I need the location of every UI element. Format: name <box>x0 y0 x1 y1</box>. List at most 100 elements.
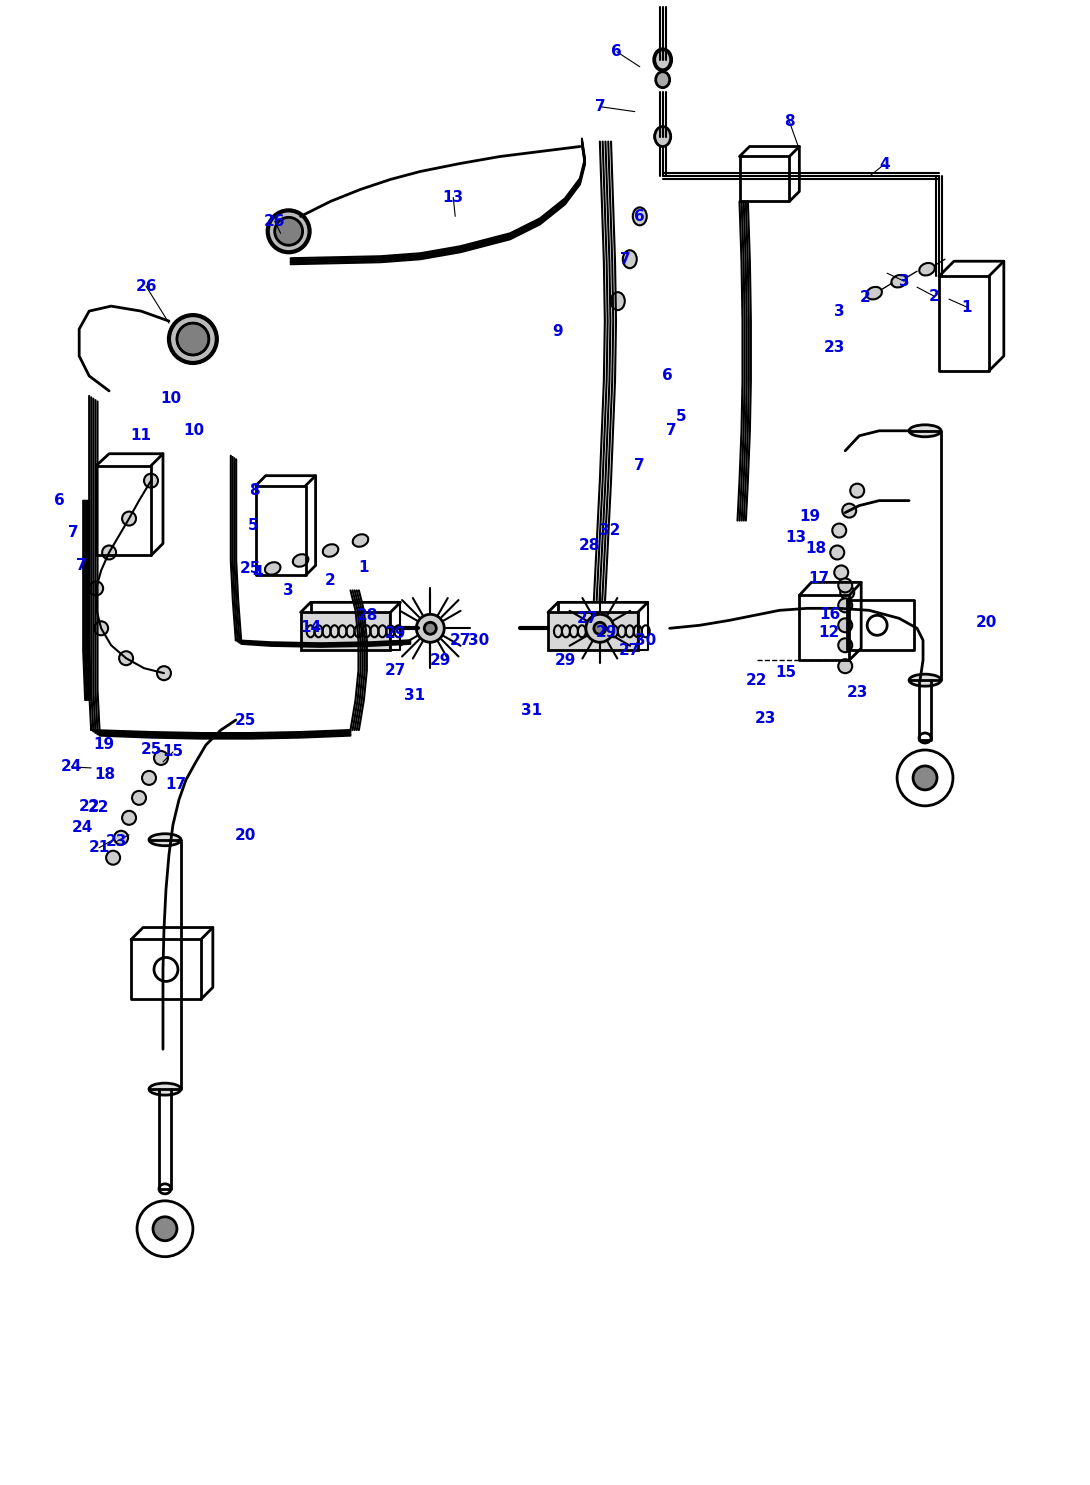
Circle shape <box>416 615 445 642</box>
Text: 15: 15 <box>775 665 796 680</box>
Text: 26: 26 <box>264 214 286 229</box>
Text: 21: 21 <box>88 841 110 855</box>
Ellipse shape <box>654 49 671 71</box>
Circle shape <box>154 751 168 765</box>
Text: 25: 25 <box>235 713 256 728</box>
Ellipse shape <box>892 275 907 288</box>
Text: 6: 6 <box>53 493 64 508</box>
Ellipse shape <box>149 833 181 846</box>
Text: 22: 22 <box>87 800 109 815</box>
Bar <box>301 612 390 650</box>
Circle shape <box>177 324 209 355</box>
Circle shape <box>913 766 937 790</box>
Circle shape <box>275 217 303 245</box>
Text: 27: 27 <box>619 643 641 658</box>
Text: 31: 31 <box>521 702 543 717</box>
Text: 30: 30 <box>468 633 488 647</box>
Circle shape <box>122 512 136 526</box>
Circle shape <box>843 503 857 518</box>
Ellipse shape <box>268 211 310 252</box>
Ellipse shape <box>909 425 941 437</box>
Text: 8: 8 <box>250 483 261 497</box>
Ellipse shape <box>353 535 368 546</box>
Text: 26: 26 <box>135 279 157 294</box>
Text: 7: 7 <box>594 99 605 114</box>
Circle shape <box>106 851 120 864</box>
Ellipse shape <box>633 208 646 226</box>
Text: 25: 25 <box>141 742 161 757</box>
Text: 13: 13 <box>443 190 464 205</box>
Circle shape <box>838 618 852 633</box>
Circle shape <box>153 1216 177 1241</box>
Circle shape <box>94 621 108 636</box>
Text: 7: 7 <box>666 423 677 438</box>
Text: 10: 10 <box>160 392 182 407</box>
Text: 14: 14 <box>300 619 322 634</box>
Circle shape <box>424 622 436 634</box>
Text: 30: 30 <box>635 633 656 647</box>
Ellipse shape <box>293 554 308 567</box>
Text: 1: 1 <box>359 560 368 575</box>
Text: 3: 3 <box>834 303 845 319</box>
Text: 7: 7 <box>76 558 86 573</box>
Ellipse shape <box>867 287 882 300</box>
Text: 29: 29 <box>429 653 451 668</box>
Text: 22: 22 <box>78 799 100 814</box>
Ellipse shape <box>149 1083 181 1094</box>
Text: 22: 22 <box>746 673 767 688</box>
Ellipse shape <box>169 315 217 362</box>
Circle shape <box>831 545 845 560</box>
Text: 23: 23 <box>847 685 868 699</box>
Ellipse shape <box>919 263 935 275</box>
Text: 31: 31 <box>403 688 425 702</box>
Text: 3: 3 <box>283 584 294 598</box>
Text: 4: 4 <box>253 564 263 581</box>
Circle shape <box>102 545 117 560</box>
Text: 2: 2 <box>860 290 871 304</box>
Circle shape <box>122 811 136 824</box>
Circle shape <box>850 484 864 497</box>
Text: 29: 29 <box>385 625 407 642</box>
Text: 23: 23 <box>106 835 126 849</box>
Circle shape <box>586 615 614 642</box>
Text: 6: 6 <box>634 209 645 224</box>
Circle shape <box>119 652 133 665</box>
Circle shape <box>838 659 852 673</box>
Ellipse shape <box>610 293 625 310</box>
Text: 5: 5 <box>676 410 686 425</box>
Text: 23: 23 <box>754 710 776 726</box>
Text: 7: 7 <box>620 252 631 267</box>
Ellipse shape <box>656 71 669 88</box>
Circle shape <box>838 579 852 593</box>
Circle shape <box>144 474 158 487</box>
Circle shape <box>157 667 171 680</box>
Text: 2: 2 <box>325 573 336 588</box>
Circle shape <box>142 771 156 786</box>
Circle shape <box>838 598 852 612</box>
Text: 10: 10 <box>183 423 205 438</box>
Text: 27: 27 <box>578 610 598 625</box>
Text: 16: 16 <box>820 607 840 622</box>
Text: 17: 17 <box>166 777 186 793</box>
Text: 27: 27 <box>385 662 407 677</box>
Ellipse shape <box>655 50 670 70</box>
Text: 18: 18 <box>806 541 827 555</box>
Text: 15: 15 <box>162 744 183 759</box>
Text: 19: 19 <box>94 738 114 753</box>
Text: 24: 24 <box>61 759 82 775</box>
Text: 24: 24 <box>72 820 93 835</box>
Text: 27: 27 <box>449 633 471 647</box>
Text: 28: 28 <box>356 607 378 622</box>
Circle shape <box>838 639 852 652</box>
Text: 32: 32 <box>600 523 620 538</box>
Text: 7: 7 <box>68 526 78 541</box>
Circle shape <box>132 792 146 805</box>
Text: 23: 23 <box>824 340 845 355</box>
Ellipse shape <box>323 544 338 557</box>
Text: 29: 29 <box>596 625 618 640</box>
Text: 3: 3 <box>899 273 909 288</box>
Circle shape <box>89 582 104 595</box>
Text: 20: 20 <box>977 615 997 630</box>
Circle shape <box>840 585 855 600</box>
Text: 18: 18 <box>95 768 116 783</box>
